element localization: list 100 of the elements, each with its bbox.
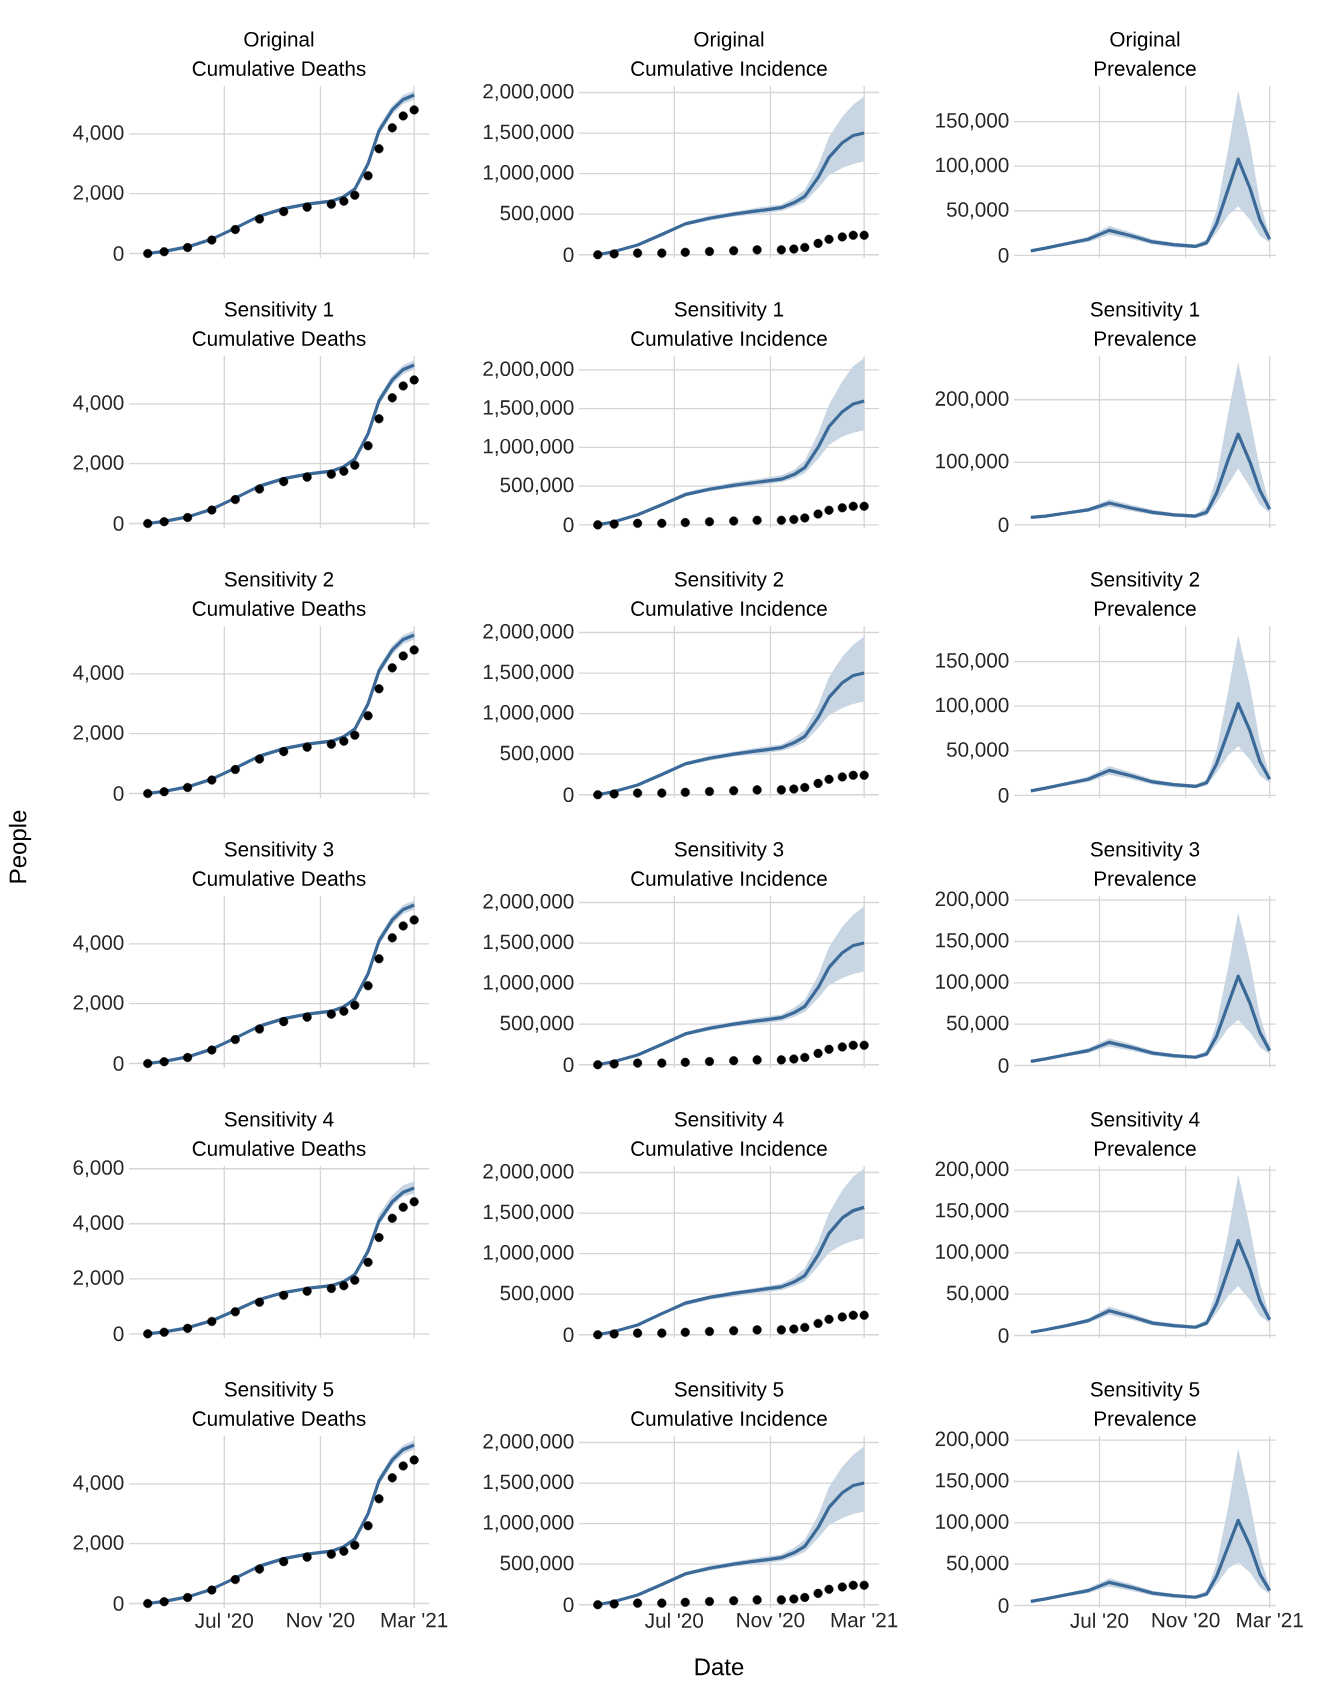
y-tick-label: 500,000 — [500, 205, 574, 223]
point — [680, 1057, 690, 1067]
y-tick-label: 50,000 — [946, 202, 1009, 220]
point — [207, 235, 217, 245]
chart-title: Sensitivity 5 — [224, 1381, 334, 1401]
point — [813, 1588, 823, 1598]
chart-title: Sensitivity 1 — [674, 301, 784, 321]
point — [813, 238, 823, 248]
y-tick-label: 1,000,000 — [483, 1515, 574, 1533]
point — [326, 1283, 336, 1293]
point — [752, 1595, 762, 1605]
chart-title: Sensitivity 2 — [674, 571, 784, 591]
y-tick-label: 2,000 — [73, 725, 124, 743]
point — [609, 1599, 619, 1609]
point — [387, 1473, 397, 1483]
point — [398, 381, 408, 391]
point — [398, 1202, 408, 1212]
chart-subtitle: Cumulative Deaths — [192, 600, 366, 616]
point — [183, 242, 193, 253]
point — [813, 778, 823, 788]
point — [789, 244, 799, 254]
y-tick-label: 150,000 — [936, 653, 1009, 671]
y-tick-label: 1,000,000 — [483, 438, 574, 456]
x-tick-label: Nov '20 — [1152, 1612, 1220, 1628]
y-tick-label: 50,000 — [946, 1285, 1009, 1303]
point — [704, 517, 715, 527]
point — [339, 736, 349, 746]
point — [800, 1322, 810, 1332]
point — [409, 645, 419, 655]
point — [800, 513, 810, 523]
point — [848, 1580, 858, 1590]
chart-title: Sensitivity 2 — [1090, 571, 1200, 591]
line-series — [1029, 701, 1272, 793]
point — [657, 248, 667, 258]
x-tick-label: Nov '20 — [737, 1612, 805, 1628]
point — [752, 515, 762, 525]
point — [824, 1584, 834, 1594]
point — [789, 1594, 799, 1604]
chart-title: Sensitivity 3 — [674, 841, 784, 861]
chart-title: Sensitivity 5 — [674, 1381, 784, 1401]
point — [183, 1592, 193, 1603]
y-tick-label: 4,000 — [73, 395, 124, 413]
point — [837, 1312, 847, 1322]
point — [159, 1597, 169, 1607]
point — [207, 1316, 217, 1327]
point — [326, 1009, 336, 1019]
point — [824, 774, 834, 784]
y-tick-label: 200,000 — [935, 1161, 1009, 1179]
x-tick-label: Mar '21 — [381, 1612, 448, 1628]
point — [207, 1585, 217, 1595]
chart-title: Sensitivity 1 — [224, 301, 334, 321]
point — [729, 516, 739, 526]
point — [813, 1048, 823, 1058]
point — [800, 1052, 810, 1062]
point — [633, 1058, 643, 1068]
point — [159, 1327, 169, 1337]
point — [230, 495, 240, 505]
y-tick-label: 0 — [113, 246, 124, 261]
point — [848, 230, 858, 240]
chart-subtitle: Cumulative Incidence — [631, 870, 827, 886]
chart-subtitle: Cumulative Deaths — [192, 1140, 366, 1156]
point — [859, 230, 869, 240]
point — [302, 742, 312, 752]
y-tick-label: 2,000 — [73, 1270, 124, 1288]
point — [837, 772, 847, 782]
chart-subtitle: Cumulative Deaths — [192, 1410, 366, 1426]
point — [729, 786, 739, 796]
point — [350, 1000, 360, 1010]
point — [657, 1058, 667, 1068]
chart-subtitle: Prevalence — [1095, 1410, 1196, 1426]
point — [339, 1546, 349, 1556]
chart-title: Sensitivity 3 — [224, 841, 334, 861]
y-tick-label: 200,000 — [935, 391, 1009, 409]
chart-title: Sensitivity 2 — [224, 571, 334, 591]
chart-subtitle: Cumulative Deaths — [192, 330, 366, 346]
point — [837, 1582, 847, 1592]
x-tick-label: Mar '21 — [831, 1612, 898, 1628]
x-tick-label: Nov '20 — [287, 1612, 355, 1628]
line-series — [1029, 157, 1272, 253]
point — [680, 247, 690, 257]
y-tick-label: 2,000,000 — [483, 1163, 574, 1182]
point — [593, 250, 603, 260]
point — [230, 1307, 240, 1317]
chart-subtitle: Prevalence — [1095, 60, 1196, 76]
point — [183, 1052, 193, 1063]
point — [350, 1540, 360, 1550]
point — [848, 1310, 858, 1320]
y-tick-label: 0 — [998, 788, 1009, 803]
y-tick-label: 0 — [998, 1328, 1009, 1343]
point — [680, 1597, 690, 1607]
y-tick-label: 0 — [113, 516, 124, 531]
point — [813, 1318, 823, 1328]
chart-subtitle: Cumulative Incidence — [631, 1140, 827, 1156]
y-tick-label: 2,000 — [73, 995, 124, 1013]
point — [800, 242, 810, 252]
point — [398, 1461, 408, 1471]
y-tick-label: 500,000 — [500, 1285, 574, 1303]
point — [824, 1044, 834, 1054]
chart-title: Sensitivity 4 — [674, 1111, 784, 1131]
y-tick-label: 1,500,000 — [483, 400, 574, 418]
